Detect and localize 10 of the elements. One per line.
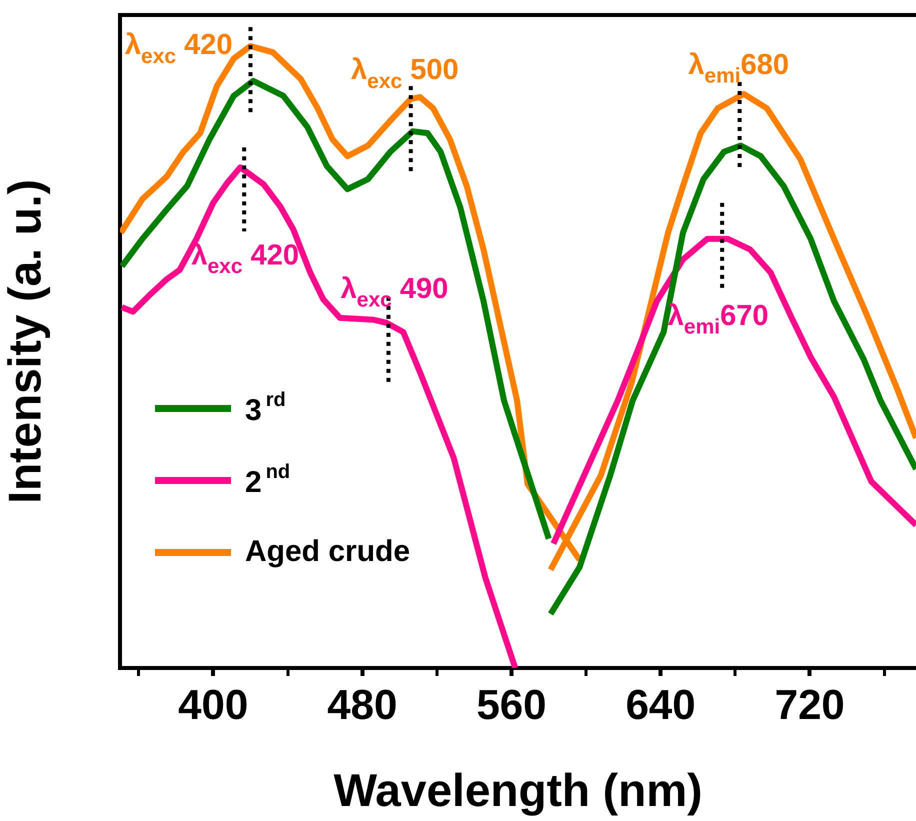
x-tick-label: 640 [626,680,696,728]
x-axis-title: Wavelength (nm) [334,764,702,816]
y-axis-title: Intensity (a. u.) [0,179,50,504]
x-tick-label: 400 [178,680,248,728]
x-tick-label: 480 [327,680,398,728]
legend-label: 2$^{nd}$ [245,460,290,500]
legend-label: Aged crude [245,535,410,569]
legend-label: 3$^{rd}$ [245,388,286,428]
x-tick-label: 560 [476,680,547,728]
x-tick-label: 720 [774,680,845,728]
